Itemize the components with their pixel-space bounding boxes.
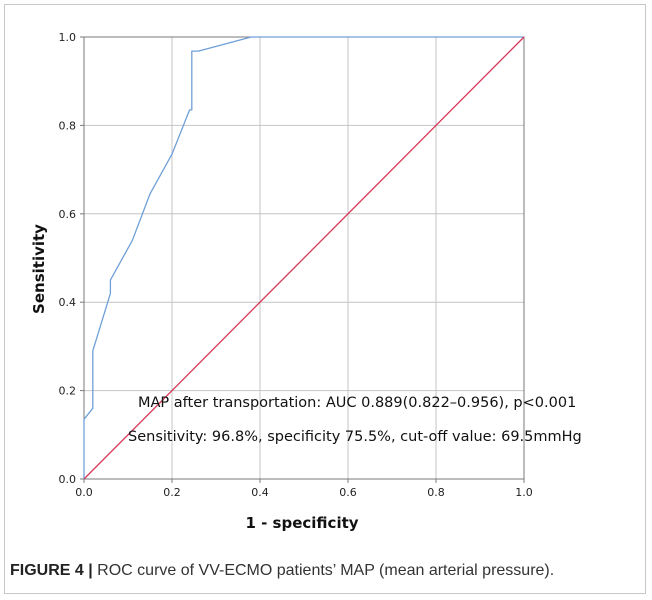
x-tick-label: 0.0	[75, 486, 93, 499]
x-tick-label: 0.2	[163, 486, 181, 499]
x-tick-label: 0.4	[251, 486, 269, 499]
y-tick-label: 0.0	[59, 473, 77, 486]
x-tick-label: 1.0	[515, 486, 533, 499]
roc-curve	[83, 36, 524, 479]
annotation-cutoff: Sensitivity: 96.8%, specificity 75.5%, c…	[128, 429, 582, 445]
y-tick-label: 1.0	[59, 31, 77, 44]
roc-chart: 0.0 0.2 0.4 0.6 0.8 1.0 0.0 0.2 0.4 0.6 0.8 1.0 Sen…	[30, 31, 582, 532]
y-axis-title: Sensitivity	[30, 224, 48, 314]
tick-labels: 0.0 0.2 0.4 0.6 0.8 1.0 0.0 0.2 0.4 0.6 0.8 1.0	[59, 31, 533, 499]
caption-label: FIGURE 4 |	[10, 562, 93, 579]
series-layer	[83, 36, 525, 480]
y-tick-label: 0.6	[59, 208, 77, 221]
annotation-auc: MAP after transportation: AUC 0.889(0.82…	[138, 395, 576, 411]
figure-caption: FIGURE 4 | ROC curve of VV-ECMO patients…	[10, 562, 640, 580]
y-tick-label: 0.2	[59, 385, 77, 398]
x-axis-title: 1 - specificity	[245, 514, 358, 532]
figure-frame	[4, 4, 646, 594]
x-tick-label: 0.6	[339, 486, 357, 499]
y-tick-label: 0.4	[59, 296, 77, 309]
caption-text: ROC curve of VV-ECMO patients’ MAP (mean…	[92, 562, 555, 579]
x-tick-label: 0.8	[427, 486, 445, 499]
grid-lines	[84, 37, 524, 479]
y-tick-label: 0.8	[59, 119, 77, 132]
reference-diagonal	[83, 36, 525, 480]
